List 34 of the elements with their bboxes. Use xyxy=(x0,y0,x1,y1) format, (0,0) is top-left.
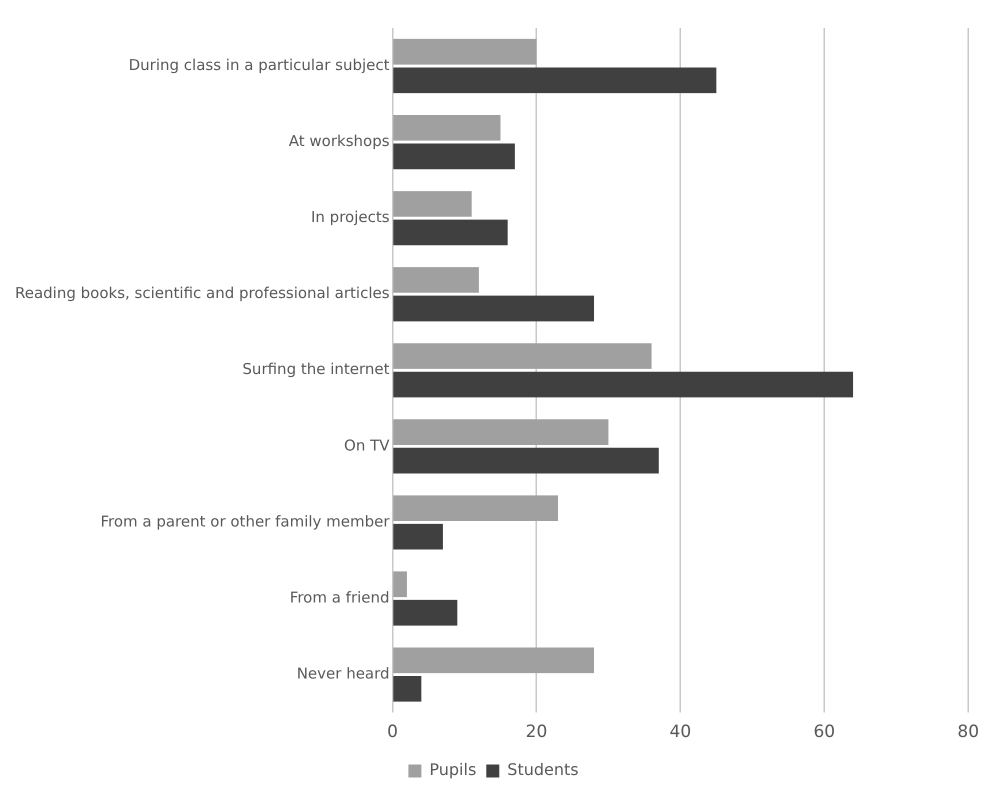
bar xyxy=(393,419,608,445)
bar xyxy=(393,676,422,702)
x-tick-label: 60 xyxy=(813,722,836,742)
bar xyxy=(393,448,659,474)
legend-label: Pupils xyxy=(429,760,476,780)
x-tick-label: 20 xyxy=(526,722,548,742)
y-tick-label: Reading books, scientific and professional articles xyxy=(14,284,390,302)
bar xyxy=(393,144,515,170)
y-tick-label: Surfing the internet xyxy=(242,360,390,378)
bar xyxy=(393,220,508,246)
bar xyxy=(393,372,854,398)
bar xyxy=(393,647,594,674)
bar xyxy=(393,495,558,522)
bar xyxy=(393,67,716,94)
y-tick-label: At workshops xyxy=(288,132,390,150)
y-tick-label: Never heard xyxy=(296,664,390,682)
y-tick-label: During class in a particular subject xyxy=(128,56,390,74)
y-tick-label: From a friend xyxy=(290,588,390,606)
x-tick-label: 40 xyxy=(670,722,692,742)
y-tick-label: On TV xyxy=(344,436,390,454)
bar xyxy=(393,600,458,626)
bar xyxy=(393,296,594,322)
y-tick-label: In projects xyxy=(310,208,390,226)
x-tick-label: 80 xyxy=(957,722,980,742)
bar xyxy=(393,115,500,141)
bar xyxy=(393,191,472,217)
bar xyxy=(393,571,407,598)
bar xyxy=(393,524,443,550)
bar xyxy=(393,343,652,369)
bar xyxy=(393,267,479,293)
bar xyxy=(393,38,536,65)
x-tick-label: 0 xyxy=(387,722,398,742)
y-tick-label: From a parent or other family member xyxy=(100,512,390,530)
legend-label: Students xyxy=(507,760,579,780)
